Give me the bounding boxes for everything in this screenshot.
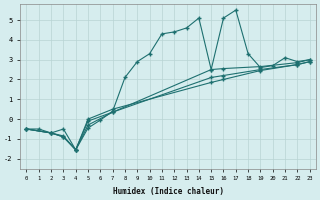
- X-axis label: Humidex (Indice chaleur): Humidex (Indice chaleur): [113, 187, 224, 196]
